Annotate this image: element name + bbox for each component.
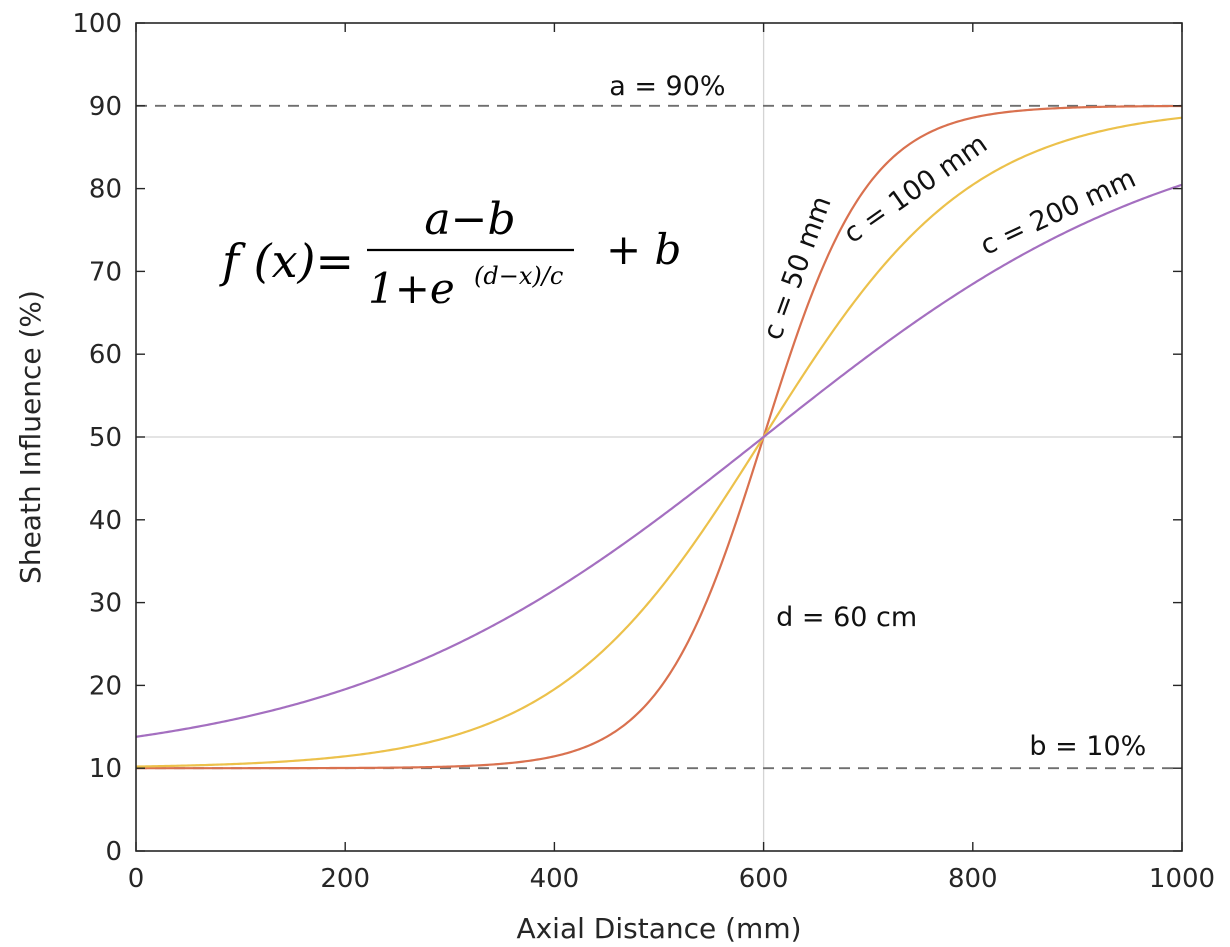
x-axis-title: Axial Distance (mm) xyxy=(516,912,801,945)
x-tick-label: 0 xyxy=(128,864,145,894)
y-tick-label: 20 xyxy=(89,671,122,701)
series-label-c200: c = 200 mm xyxy=(976,163,1141,262)
y-tick-label: 70 xyxy=(89,257,122,287)
formula-lhs: f (x)= xyxy=(219,234,354,288)
y-tick-label: 100 xyxy=(72,9,122,39)
axis-ticks: 0 200 400 600 800 1000 0 10 20 30 40 50 60 70 80 90 100 xyxy=(72,9,1215,894)
b-annotation: b = 10% xyxy=(1029,731,1146,762)
x-tick-label: 600 xyxy=(739,864,789,894)
y-tick-label: 0 xyxy=(105,837,122,867)
y-tick-label: 60 xyxy=(89,340,122,370)
x-tick-label: 200 xyxy=(320,864,370,894)
y-tick-label: 40 xyxy=(89,506,122,536)
formula-denominator: 1+e xyxy=(368,264,455,313)
formula-numerator: a−b xyxy=(424,194,515,245)
y-axis-title: Sheath Influence (%) xyxy=(14,290,47,584)
y-tick-label: 30 xyxy=(89,589,122,619)
x-tick-label: 400 xyxy=(530,864,580,894)
y-tick-label: 50 xyxy=(89,423,122,453)
x-tick-label: 1000 xyxy=(1149,864,1215,894)
formula-tail: + b xyxy=(606,225,681,274)
series-label-c50: c = 50 mm xyxy=(757,192,837,344)
formula: f (x)= a−b 1+e (d−x)/c + b xyxy=(219,194,681,313)
series-lines xyxy=(135,104,1183,770)
y-tick-label: 90 xyxy=(89,92,122,122)
series-line-1 xyxy=(135,116,1183,768)
x-tick-label: 800 xyxy=(948,864,998,894)
d-annotation: d = 60 cm xyxy=(776,602,917,633)
y-tick-label: 10 xyxy=(89,754,122,784)
guide-lines xyxy=(136,23,1182,851)
a-annotation: a = 90% xyxy=(609,71,725,102)
series-line-2 xyxy=(135,183,1183,738)
formula-exponent: (d−x)/c xyxy=(474,262,563,290)
series-line-0 xyxy=(136,104,1183,770)
y-tick-label: 80 xyxy=(89,175,122,205)
